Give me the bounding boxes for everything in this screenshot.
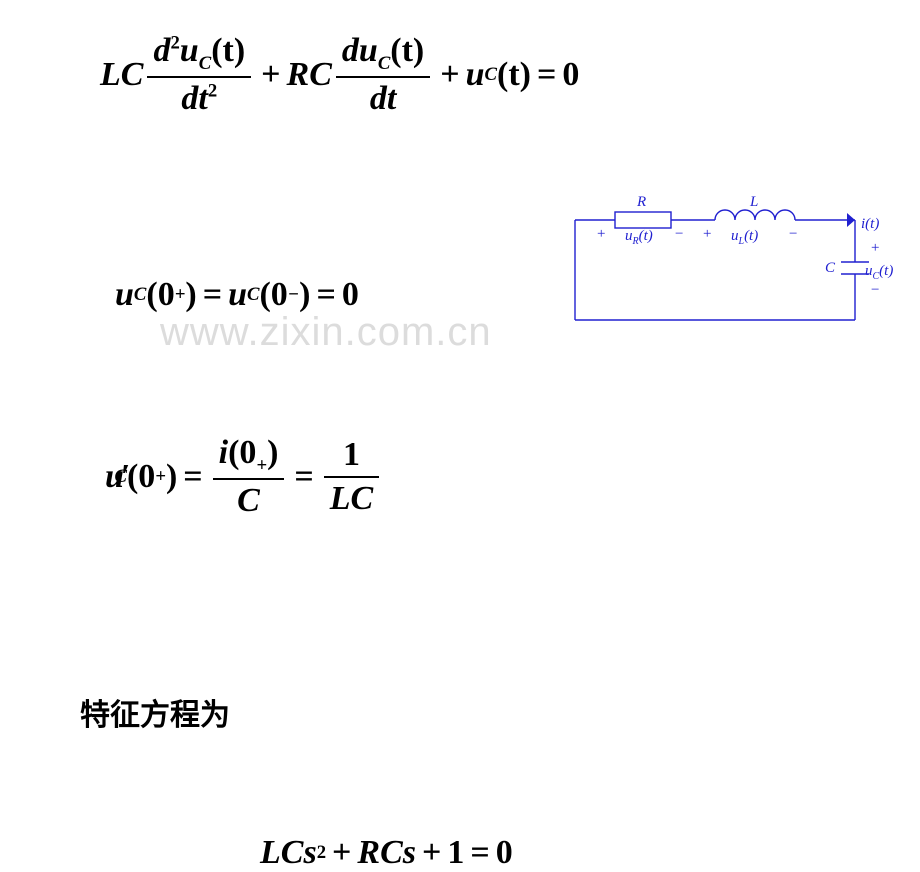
eq1-u1: u [180,32,199,69]
eq1-dt2: dt [370,80,396,117]
eq3-one: 1 [343,436,360,473]
eq1-t3: (t) [497,56,531,94]
eq2-lp1: ( [146,276,157,314]
eq1-plus2: + [440,56,459,94]
eq4-one: 1 [447,834,464,872]
eq4-plus1: + [332,834,351,872]
eq3-frac2: 1 LC [324,436,379,517]
eq2-z3: 0 [342,276,359,314]
eq2-eq1: = [203,276,222,314]
eq1-t2: (t) [390,32,424,69]
eq3-ps: + [155,466,166,488]
eq3-rp2: ) [267,434,278,471]
eq1-subC1: C [199,53,211,74]
equation-2: uC (0+) = uC (0−) = 0 [115,276,920,314]
eq1-u3: u [466,56,485,94]
eq2-rp2: ) [299,276,310,314]
eq4-LCs: LCs [260,834,317,872]
eq3-z2: 0 [239,434,256,471]
eq1-t1: (t) [211,32,245,69]
eq1-d1: d [153,32,170,69]
eq4-sup2: 2 [317,842,326,864]
eq2-z1: 0 [158,276,175,314]
eq2-rp1: ) [185,276,196,314]
svg-text:uL(t): uL(t) [731,228,758,247]
eq1-frac2: duC(t) dt [336,32,430,118]
eq4-plus2: + [422,834,441,872]
eq1-sup2a: 2 [170,33,179,54]
eq3-C: C [237,482,260,519]
eq1-subC2: C [378,53,390,74]
eq2-ms: − [288,284,299,306]
equation-3: u′C (0+) = i(0+) C = 1 LC [105,434,920,520]
eq2-subC1: C [134,284,146,306]
circuit-minus-R: − [675,226,683,242]
circuit-minus-L: − [789,226,797,242]
eq3-lp: ( [127,458,138,496]
circuit-plus-L: + [703,226,711,242]
eq1-du: du [342,32,378,69]
circuit-uR-arg: (t) [639,228,653,244]
characteristic-equation-label: 特征方程为 [80,690,920,734]
circuit-label-L: L [749,194,758,210]
eq4-zero: 0 [496,834,513,872]
eq4-eq: = [470,834,489,872]
circuit-label-R: R [636,194,646,210]
circuit-uR: u [625,228,633,244]
eq1-sup2b: 2 [208,81,217,102]
circuit-plus-R: + [597,226,605,242]
eq3-frac1: i(0+) C [213,434,285,520]
eq3-eq1: = [183,458,202,496]
eq1-frac1: d2uC(t) dt2 [147,32,251,118]
eq2-lp2: ( [259,276,270,314]
eq1-subC3: C [485,64,497,86]
eq4-RCs: RCs [357,834,416,872]
circuit-plus-C: + [871,240,879,256]
equation-1: LC d2uC(t) dt2 + RC duC(t) dt + uC(t) = … [100,32,920,118]
eq3-ps2: + [256,455,267,476]
watermark-text: www.zixin.com.cn [160,310,492,355]
eq2-u2: u [228,276,247,314]
eq3-eq2: = [294,458,313,496]
eq1-eq: = [537,56,556,94]
eq3-rp: ) [166,458,177,496]
circuit-uR-sub: R [632,236,639,247]
eq2-eq2: = [316,276,335,314]
equation-4: LCs2 + RCs + 1 = 0 [260,834,920,872]
eq1-RC: RC [287,56,332,94]
eq2-subC2: C [247,284,259,306]
svg-text:uR(t): uR(t) [625,228,653,247]
eq3-lp2: ( [228,434,239,471]
eq2-u1: u [115,276,134,314]
circuit-uL-arg: (t) [744,228,758,244]
eq3-LC: LC [330,480,373,517]
eq1-dt1: dt [181,80,207,117]
circuit-diagram: R L i(t) + uR(t) − + uL(t) − C + uC(t) − [555,180,895,350]
circuit-label-C: C [825,260,836,276]
eq2-z2: 0 [271,276,288,314]
eq3-z: 0 [138,458,155,496]
circuit-label-i: i(t) [861,216,879,232]
eq2-ps1: + [175,284,186,306]
circuit-uL: u [731,228,739,244]
eq3-subC: C [114,466,126,488]
eq1-zero: 0 [562,56,579,94]
eq3-i: i [219,434,228,471]
eq1-plus1: + [261,56,280,94]
eq1-LC: LC [100,56,143,94]
